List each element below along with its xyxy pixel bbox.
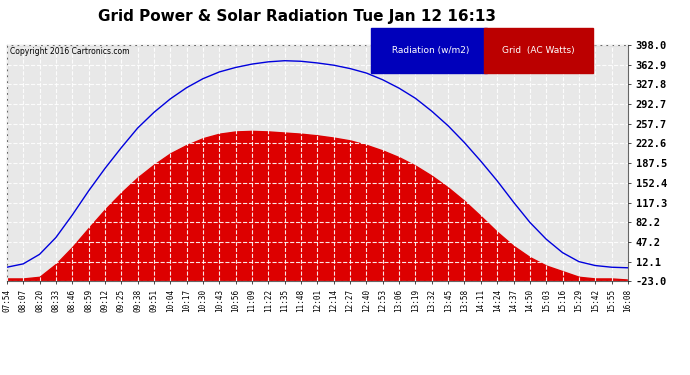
Text: Grid  (AC Watts): Grid (AC Watts) (502, 46, 575, 55)
Text: Grid Power & Solar Radiation Tue Jan 12 16:13: Grid Power & Solar Radiation Tue Jan 12 … (98, 9, 495, 24)
Text: Radiation (w/m2): Radiation (w/m2) (389, 46, 469, 55)
Text: Copyright 2016 Cartronics.com: Copyright 2016 Cartronics.com (10, 47, 130, 56)
